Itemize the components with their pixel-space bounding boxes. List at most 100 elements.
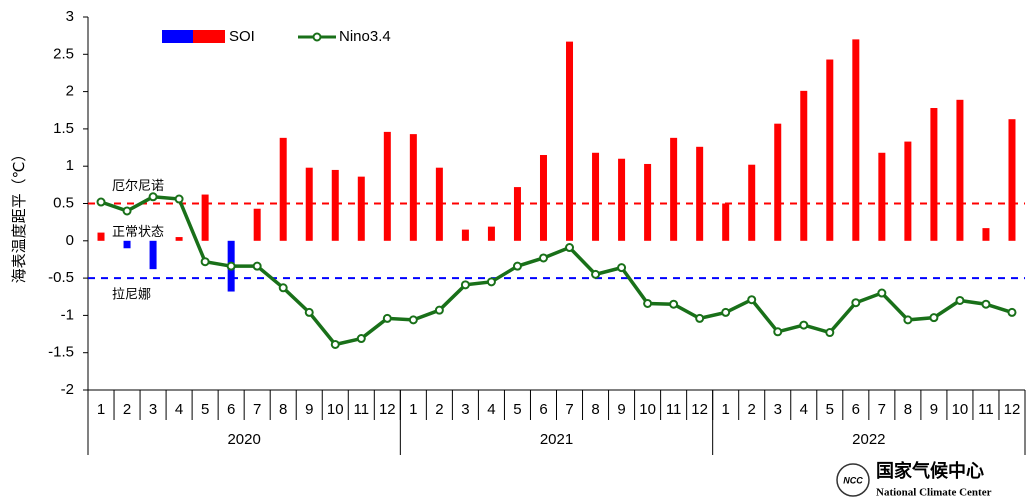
group-label: 2020 [227, 431, 260, 448]
logo-mark: NCC [843, 475, 863, 485]
bar [852, 39, 860, 241]
x-tick-label: 3 [149, 401, 157, 418]
marker [695, 313, 705, 323]
marker [304, 307, 314, 317]
x-tick-label: 6 [852, 401, 860, 418]
group-label: 2021 [540, 431, 573, 448]
x-tick-label: 2 [435, 401, 443, 418]
y-tick-label: -1 [61, 306, 74, 323]
x-tick-label: 11 [354, 401, 370, 418]
y-tick-label: 1.5 [53, 120, 74, 137]
y-axis-label: 海表温度距平（℃） [11, 147, 28, 284]
bar [644, 163, 652, 241]
x-tick-label: 5 [201, 401, 209, 418]
bar [201, 194, 209, 241]
logo: NCC 国家气候中心 National Climate Center [836, 460, 992, 499]
x-tick-label: 6 [227, 401, 235, 418]
x-tick-label: 8 [904, 401, 912, 418]
x-tick-label: 7 [878, 401, 886, 418]
logo-name-en: National Climate Center [876, 487, 992, 499]
marker [512, 261, 522, 271]
marker [382, 313, 392, 323]
x-tick-label: 10 [952, 401, 969, 418]
legend-label: SOI [229, 28, 255, 45]
marker [486, 277, 496, 287]
marker [955, 295, 965, 305]
marker [330, 339, 340, 349]
bar [904, 141, 912, 241]
bar [97, 232, 105, 241]
x-tick-label: 2 [123, 401, 131, 418]
bar [618, 158, 626, 241]
y-tick-label: 0.5 [53, 194, 74, 211]
bar [435, 167, 443, 241]
bar [592, 152, 600, 241]
bar [956, 99, 964, 241]
legend-swatch [193, 30, 225, 43]
marker [617, 263, 627, 273]
marker [747, 295, 757, 305]
marker [669, 299, 679, 309]
bar [253, 208, 261, 241]
x-tick-label: 10 [327, 401, 344, 418]
bar [566, 41, 574, 241]
x-tick-label: 1 [722, 401, 730, 418]
marker [591, 269, 601, 279]
x-tick-label: 4 [487, 401, 495, 418]
bar [696, 146, 704, 241]
reference-label: 厄尔尼诺 [112, 178, 164, 193]
marker [825, 328, 835, 338]
bar [539, 155, 547, 241]
bar [513, 187, 521, 241]
bar [487, 226, 495, 241]
marker [460, 280, 470, 290]
bar [175, 237, 183, 241]
y-tick-label: 0 [66, 232, 74, 249]
marker [799, 320, 809, 330]
marker [538, 253, 548, 263]
bar [1008, 119, 1016, 241]
marker [1007, 307, 1017, 317]
y-tick-label: -1.5 [48, 344, 74, 361]
bar [670, 137, 678, 241]
bar [878, 152, 886, 241]
legend-swatch [162, 30, 193, 43]
x-tick-label: 1 [97, 401, 105, 418]
line [100, 194, 1013, 347]
group-label: 2022 [852, 431, 885, 448]
x-tick-label: 9 [305, 401, 313, 418]
bar [357, 176, 365, 241]
x-tick-label: 12 [691, 401, 708, 418]
bar [149, 240, 157, 270]
marker [929, 313, 939, 323]
x-tick-label: 11 [978, 401, 994, 418]
marker [278, 283, 288, 293]
bar [331, 169, 339, 241]
reference-label: 拉尼娜 [112, 287, 151, 302]
marker [565, 243, 575, 253]
marker [200, 257, 210, 267]
x-tick-label: 3 [461, 401, 469, 418]
bar [722, 203, 730, 241]
x-tick-label: 9 [617, 401, 625, 418]
marker [851, 298, 861, 308]
y-tick-label: 2 [66, 83, 74, 100]
x-tick-label: 12 [1004, 401, 1021, 418]
bar [748, 164, 756, 241]
marker [773, 327, 783, 337]
marker [356, 334, 366, 344]
bar [409, 134, 417, 241]
marker [643, 298, 653, 308]
x-tick-label: 3 [774, 401, 782, 418]
y-tick-label: 3 [66, 8, 74, 25]
y-tick-label: -0.5 [48, 269, 74, 286]
bar [930, 108, 938, 241]
x-tick-label: 6 [539, 401, 547, 418]
bar [774, 123, 782, 241]
legend-marker [312, 32, 322, 42]
marker [903, 315, 913, 325]
x-tick-label: 1 [409, 401, 417, 418]
x-tick-label: 11 [666, 401, 682, 418]
bar [305, 167, 313, 241]
